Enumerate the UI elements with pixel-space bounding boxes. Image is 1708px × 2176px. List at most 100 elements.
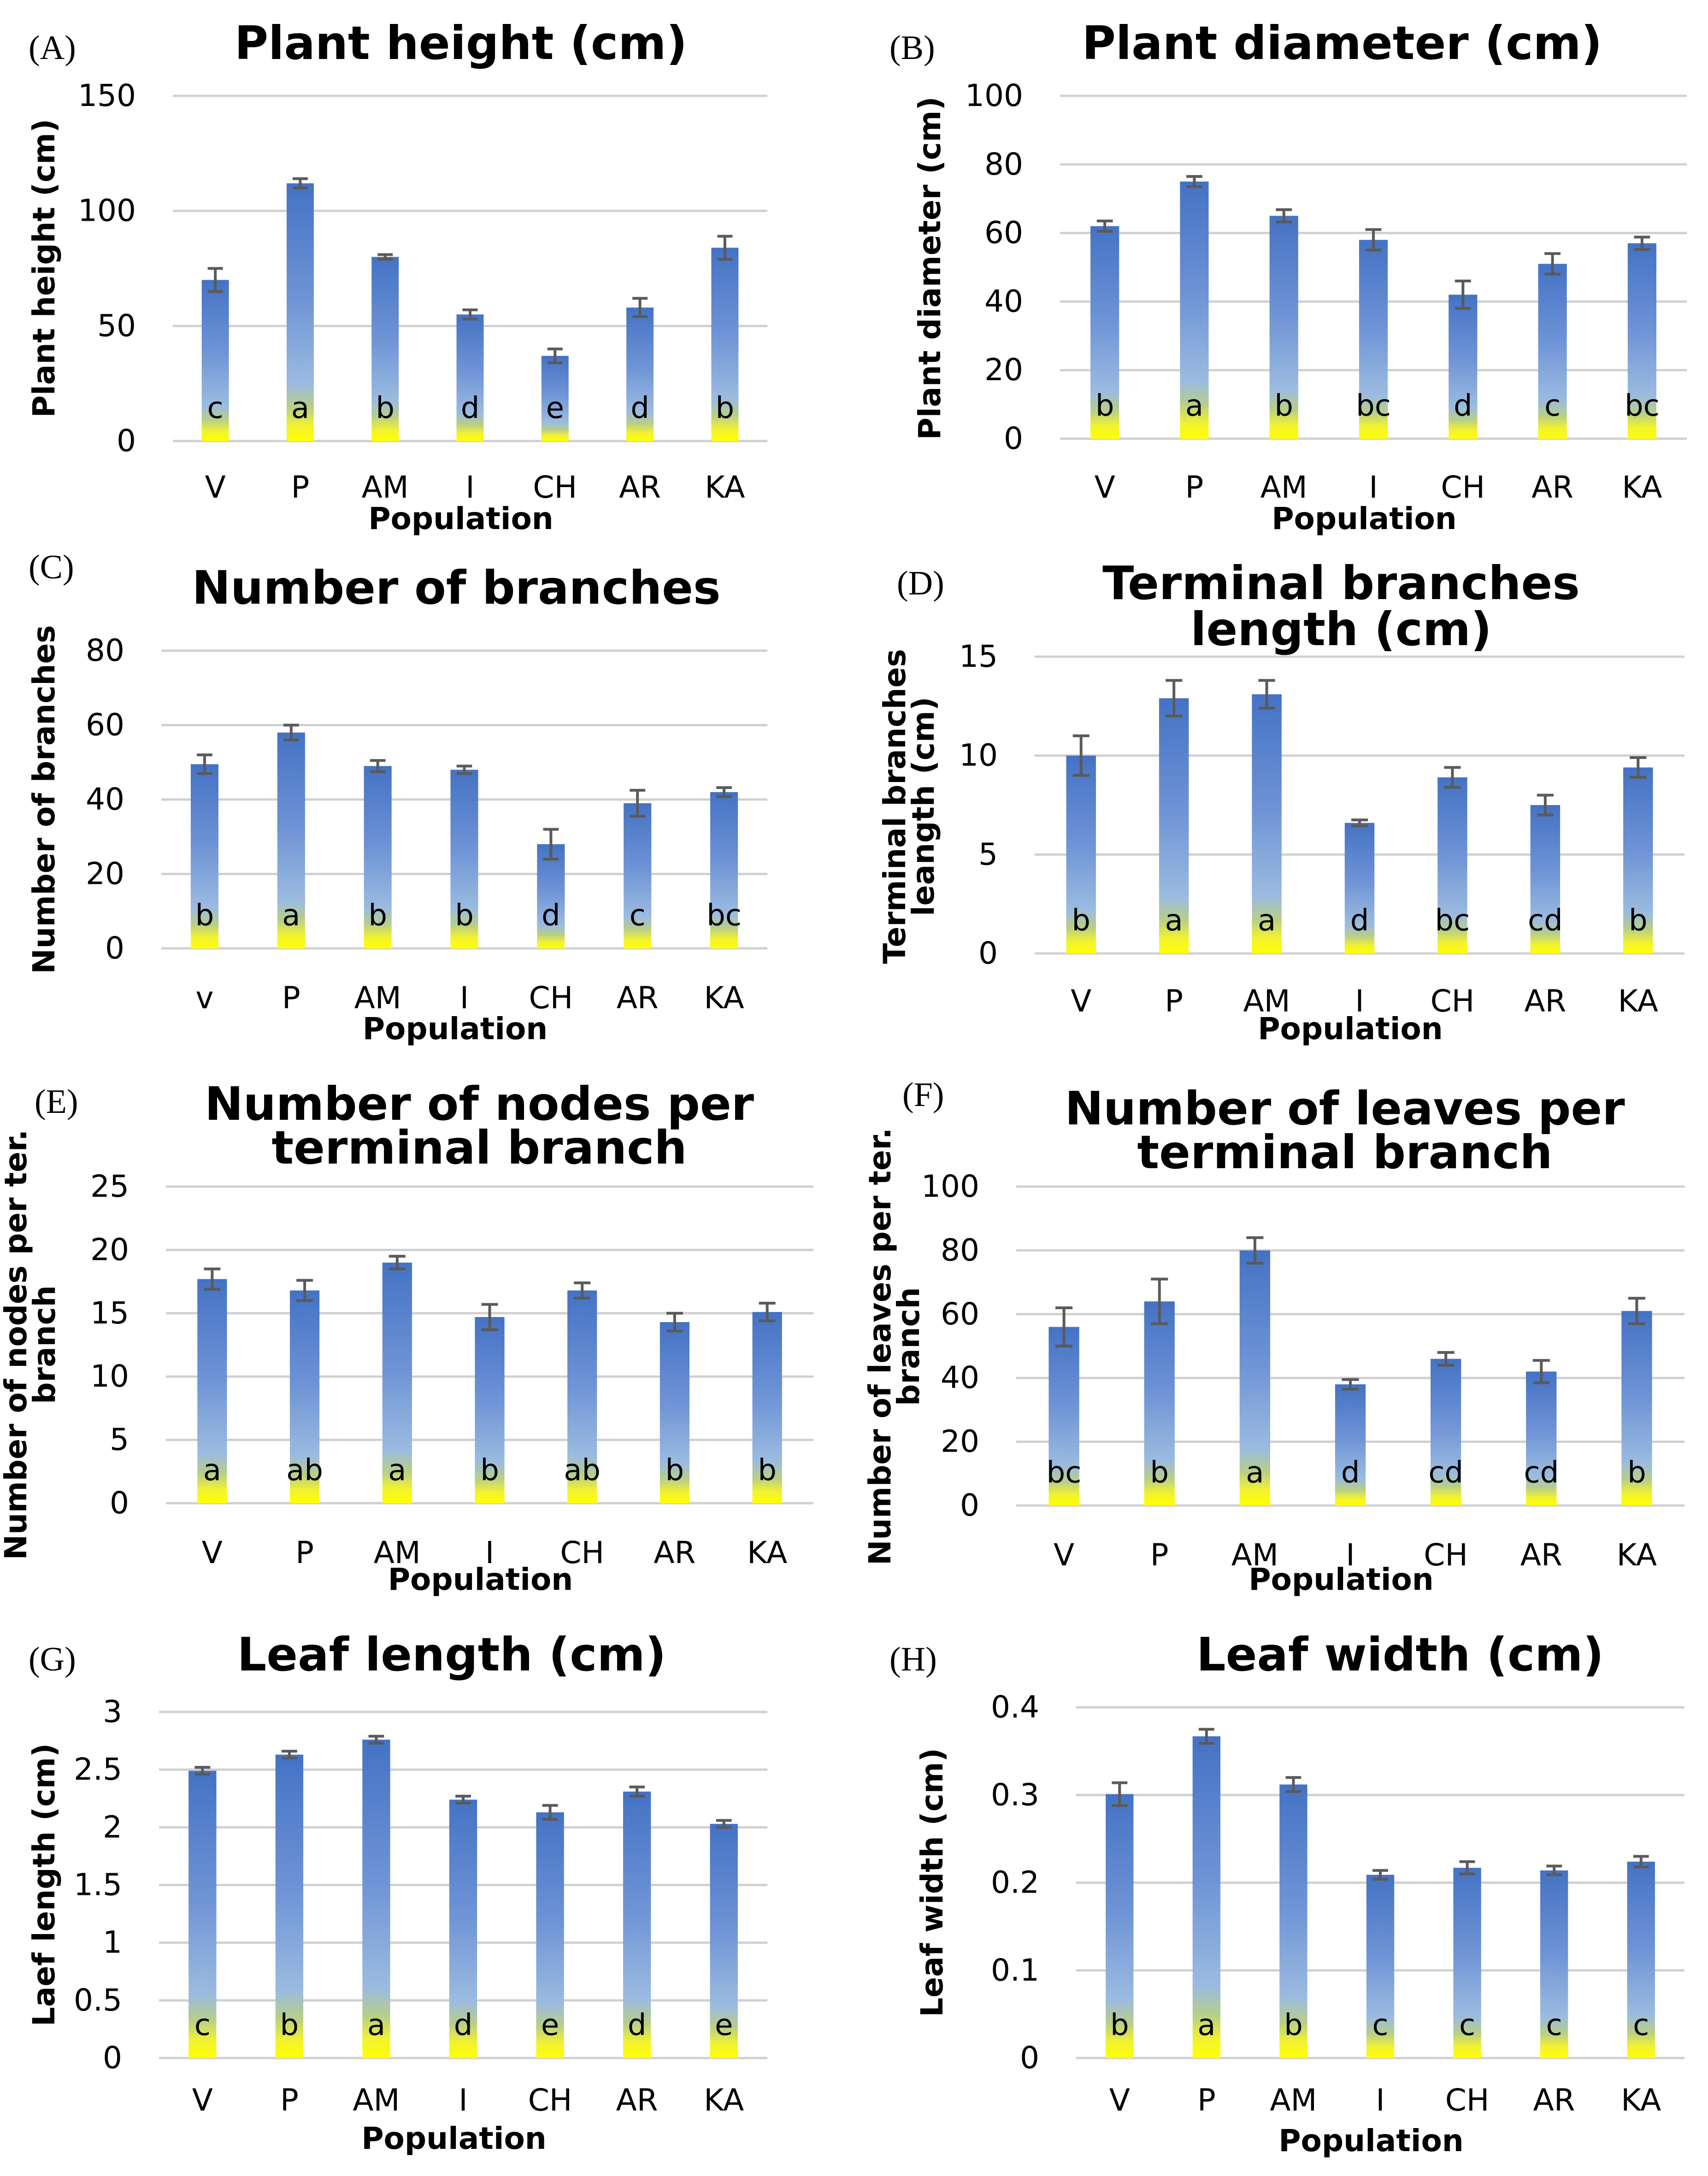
significance-letter: c — [194, 2008, 211, 2042]
error-bar — [1351, 818, 1368, 828]
y-tick-label: 5 — [978, 836, 998, 872]
bar — [537, 844, 565, 948]
y-tick-label: 20 — [984, 352, 1023, 388]
x-tick-label: CH — [1445, 2082, 1490, 2118]
x-tick-label: P — [291, 470, 310, 505]
bar — [1538, 264, 1567, 439]
error-bar — [1186, 175, 1202, 188]
error-bar — [1072, 734, 1090, 777]
x-axis-label: Population — [388, 1562, 573, 1597]
error-bar — [547, 347, 563, 365]
y-tick-label: 0.2 — [991, 1865, 1039, 1900]
bar — [1431, 1359, 1461, 1506]
chart-title: Leaf width (cm) — [1196, 1628, 1604, 1682]
bar — [1048, 1327, 1079, 1506]
x-tick-label: AR — [1531, 470, 1573, 505]
y-tick-label: 100 — [921, 1169, 979, 1204]
y-tick-label: 60 — [984, 215, 1023, 251]
significance-letter: b — [1627, 1456, 1646, 1490]
error-bar — [1096, 219, 1113, 233]
significance-letter: d — [542, 899, 560, 933]
bar — [626, 307, 654, 441]
y-tick-label: 40 — [86, 782, 124, 817]
x-tick-label: AM — [1231, 1537, 1278, 1573]
significance-letter: a — [1246, 1456, 1264, 1490]
bar — [371, 257, 399, 441]
significance-letter: b — [1072, 904, 1090, 938]
x-tick-label: AM — [362, 470, 409, 505]
y-axis-label: branch — [891, 1287, 926, 1406]
significance-letter: bc — [1356, 389, 1391, 423]
error-bar — [1112, 1781, 1128, 1807]
bar — [623, 1791, 651, 2058]
error-bar — [207, 267, 223, 293]
x-tick-label: KA — [747, 1535, 787, 1570]
chart-title: Plant diameter (cm) — [1082, 16, 1602, 70]
error-bar — [1537, 794, 1554, 817]
y-tick-label: 60 — [86, 707, 124, 743]
x-axis-label: Population — [1272, 501, 1457, 536]
y-tick-label: 10 — [90, 1359, 129, 1394]
significance-letter: d — [1341, 1456, 1360, 1490]
x-tick-label: AR — [1524, 983, 1566, 1019]
bar — [567, 1290, 597, 1503]
significance-letter: a — [282, 899, 300, 933]
bar — [1159, 698, 1189, 953]
significance-letter: a — [1165, 904, 1183, 938]
error-bar — [717, 235, 733, 261]
significance-letter: c — [1372, 2008, 1388, 2042]
y-tick-label: 150 — [78, 78, 136, 113]
error-bar — [574, 1281, 591, 1300]
panel-label: (G) — [29, 1641, 76, 1678]
bar — [275, 1754, 304, 2058]
y-tick-label: 15 — [959, 639, 998, 674]
significance-letter: b — [758, 1453, 777, 1488]
x-tick-label: P — [295, 1535, 314, 1570]
bar — [710, 1823, 738, 2058]
y-axis-label: Number of nodes per ter. — [0, 1129, 34, 1560]
chart-title: Plant height (cm) — [235, 16, 687, 70]
y-tick-label: 0 — [105, 930, 124, 966]
y-tick-label: 0 — [960, 1488, 979, 1523]
y-tick-label: 0.1 — [991, 1953, 1039, 1988]
x-tick-label: CH — [1424, 1537, 1468, 1573]
bar — [456, 314, 484, 441]
bar — [188, 1770, 217, 2058]
chart-title: Number of leaves per — [1065, 1082, 1625, 1135]
x-tick-label: KA — [1622, 470, 1662, 505]
error-bar — [389, 1255, 406, 1270]
x-axis-label: Population — [1249, 1562, 1434, 1597]
bar — [1279, 1784, 1308, 2058]
significance-letter: c — [1544, 389, 1561, 423]
error-bar — [370, 759, 386, 773]
error-bar — [456, 765, 472, 775]
bar — [1359, 240, 1388, 439]
x-tick-label: P — [1185, 470, 1204, 505]
bar — [289, 1290, 320, 1503]
bar — [1106, 1794, 1134, 2058]
error-bar — [1276, 208, 1292, 223]
error-bar — [716, 1819, 732, 1829]
error-bar — [543, 828, 559, 861]
x-tick-label: V — [1054, 1537, 1074, 1573]
panel-label: (H) — [889, 1641, 937, 1678]
error-bar — [296, 1279, 313, 1302]
error-bar — [1365, 228, 1382, 252]
x-tick-label: I — [1376, 2082, 1384, 2118]
significance-letter: c — [630, 899, 646, 933]
bar — [1621, 1311, 1652, 1506]
bar — [660, 1322, 690, 1503]
error-bar — [716, 786, 732, 798]
bar — [1526, 1371, 1557, 1506]
significance-letter: b — [716, 391, 735, 425]
error-bar — [1633, 1855, 1649, 1869]
x-tick-label: KA — [705, 470, 745, 505]
bar — [752, 1312, 782, 1503]
bar — [711, 247, 739, 441]
significance-letter: b — [1274, 389, 1293, 423]
significance-letter: b — [368, 899, 387, 933]
